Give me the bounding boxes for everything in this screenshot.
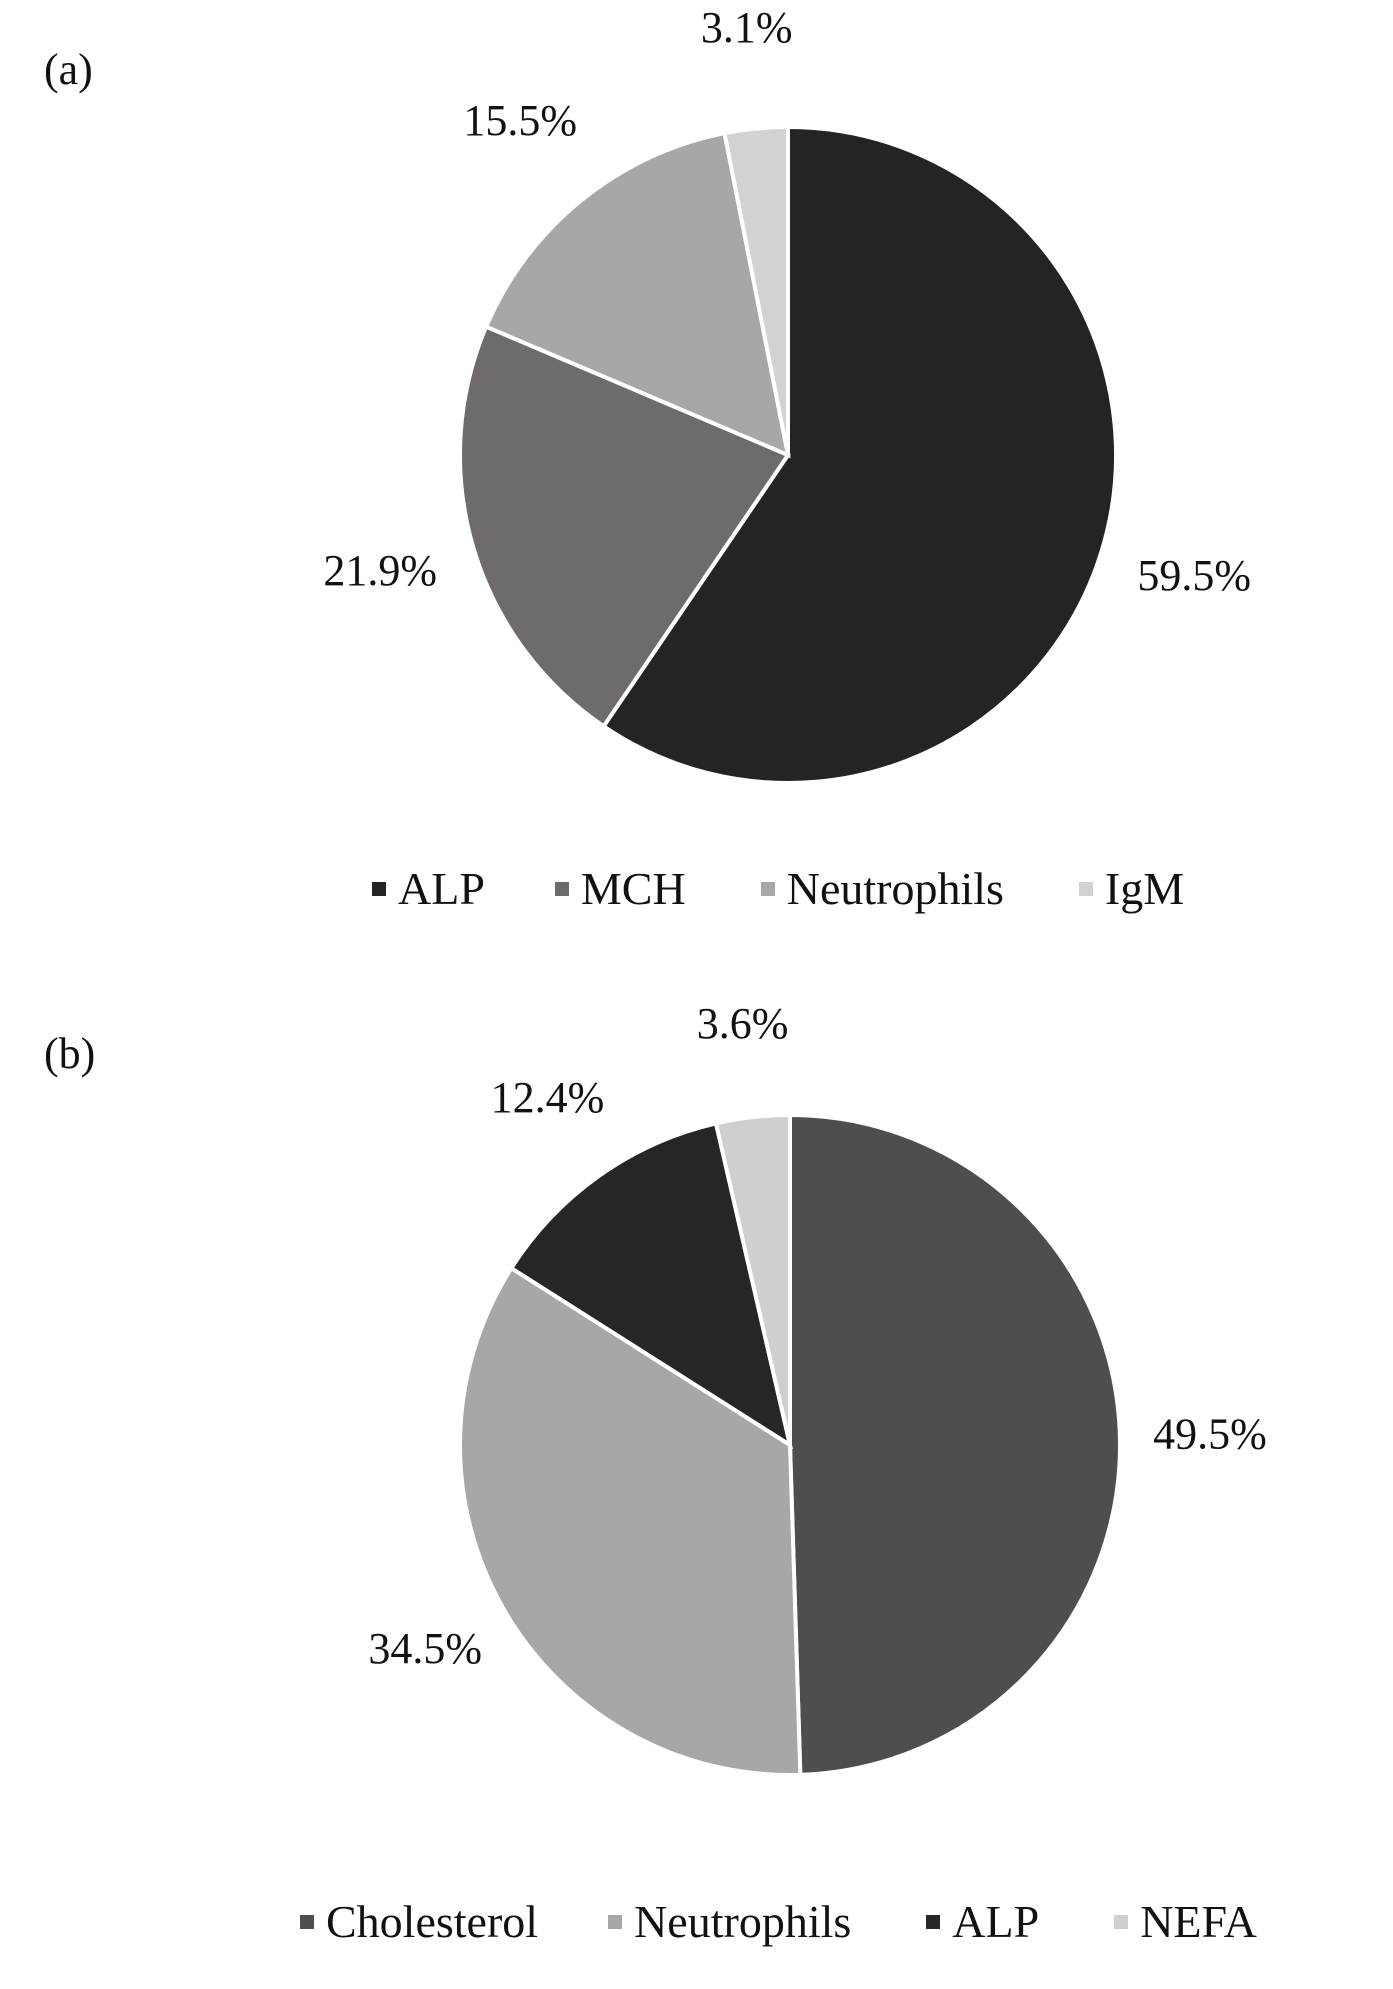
legend-item-neutrophils: Neutrophils: [760, 862, 1004, 915]
data-label-nefa: 3.6%: [697, 999, 789, 1048]
legend-swatch: [760, 881, 775, 896]
legend-item-alp: ALP: [372, 862, 485, 915]
data-label-alp: 12.4%: [491, 1073, 605, 1122]
legend-label: MCH: [580, 863, 686, 914]
legend-label: NEFA: [1140, 1896, 1257, 1947]
legend-swatch: [1078, 881, 1093, 896]
panel-label-b: (b): [44, 1029, 96, 1078]
legend-label: ALP: [952, 1896, 1040, 1947]
legend-item-nefa: NEFA: [1114, 1895, 1257, 1948]
legend-swatch: [926, 1914, 941, 1929]
pie-chart-b: 49.5% 34.5% 12.4% 3.6%: [368, 999, 1267, 1777]
legend-label: Cholesterol: [326, 1896, 539, 1947]
pie-slice-neutrophils: [483, 130, 791, 459]
pie-slice-cholesterol: [788, 1112, 1123, 1777]
legend-label: Neutrophils: [634, 1896, 852, 1947]
legend-label: ALP: [398, 863, 485, 914]
legend-item-alp: ALP: [926, 1895, 1039, 1948]
legend-swatch: [608, 1914, 623, 1929]
pie-slice-igm: [722, 124, 790, 456]
data-label-neutrophils: 34.5%: [368, 1624, 482, 1673]
legend-label: Neutrophils: [786, 863, 1004, 914]
data-label-neutrophils: 15.5%: [463, 96, 577, 145]
pie-slice-alp: [508, 1121, 794, 1450]
pie-chart-a: 59.5% 21.9% 15.5% 3.1%: [323, 3, 1251, 785]
legend-a: ALP MCH Neutrophils IgM: [372, 862, 1184, 915]
pie-slice-mch: [458, 324, 792, 730]
data-label-cholesterol: 49.5%: [1153, 1409, 1267, 1458]
data-label-alp: 59.5%: [1137, 551, 1251, 600]
pie-slice-neutrophils: [458, 1265, 803, 1777]
legend-swatch: [554, 881, 569, 896]
data-label-igm: 3.1%: [701, 3, 793, 52]
legend-item-neutrophils: Neutrophils: [608, 1895, 851, 1948]
legend-label: IgM: [1104, 863, 1185, 914]
legend-item-cholesterol: Cholesterol: [300, 1895, 538, 1948]
legend-swatch: [1114, 1914, 1129, 1929]
legend-item-igm: IgM: [1078, 862, 1185, 915]
pie-slice-nefa: [713, 1112, 792, 1446]
legend-item-mch: MCH: [554, 862, 686, 915]
pie-slice-alp: [600, 124, 1118, 785]
data-label-mch: 21.9%: [323, 546, 437, 595]
legend-b: Cholesterol Neutrophils ALP NEFA: [300, 1895, 1257, 1948]
panel-label-a: (a): [44, 45, 93, 94]
legend-swatch: [372, 881, 386, 896]
legend-swatch: [300, 1914, 314, 1929]
